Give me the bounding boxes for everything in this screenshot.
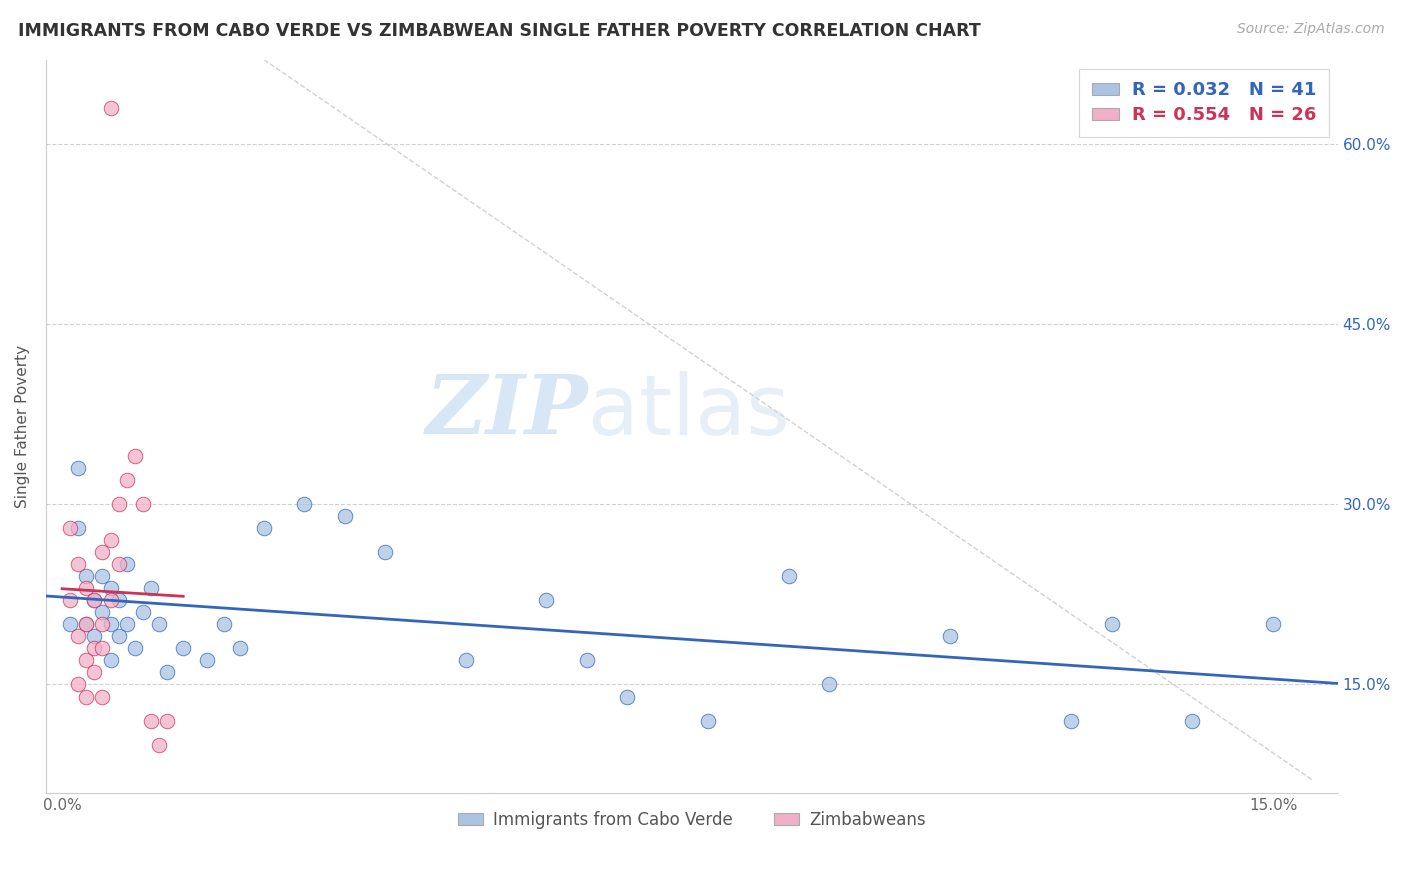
Point [818,677,841,691]
Text: Source: ZipAtlas.com: Source: ZipAtlas.com [1237,22,1385,37]
Point [575,653,598,667]
Point [67,521,90,535]
Point [75,582,97,596]
Text: atlas: atlas [589,371,790,452]
Point [107,558,129,572]
Point [59,617,82,632]
Point [100,582,122,596]
Point [115,558,138,572]
Point [75,569,97,583]
Point [374,545,396,559]
Point [228,641,250,656]
Point [139,714,162,728]
Point [91,690,114,704]
Point [172,641,194,656]
Point [75,617,97,632]
Point [59,521,82,535]
Point [939,629,962,643]
Point [107,629,129,643]
Point [91,545,114,559]
Y-axis label: Single Father Poverty: Single Father Poverty [15,344,30,508]
Point [75,617,97,632]
Point [59,593,82,607]
Point [156,665,179,680]
Point [91,606,114,620]
Point [115,473,138,487]
Point [83,593,105,607]
Point [124,449,146,463]
Point [91,617,114,632]
Point [83,641,105,656]
Point [697,714,720,728]
Point [1261,617,1284,632]
Point [83,629,105,643]
Point [778,569,800,583]
Point [132,606,155,620]
Text: IMMIGRANTS FROM CABO VERDE VS ZIMBABWEAN SINGLE FATHER POVERTY CORRELATION CHART: IMMIGRANTS FROM CABO VERDE VS ZIMBABWEAN… [18,22,981,40]
Point [454,653,477,667]
Point [253,521,276,535]
Point [75,653,97,667]
Point [67,629,90,643]
Point [67,558,90,572]
Point [91,569,114,583]
Point [212,617,235,632]
Point [115,617,138,632]
Point [148,617,170,632]
Point [139,582,162,596]
Point [100,533,122,548]
Point [132,497,155,511]
Text: ZIP: ZIP [426,371,589,451]
Point [333,509,356,524]
Point [91,641,114,656]
Point [148,738,170,752]
Point [100,101,122,115]
Point [100,593,122,607]
Point [100,653,122,667]
Point [156,714,179,728]
Point [100,617,122,632]
Point [292,497,315,511]
Point [197,653,219,667]
Point [107,497,129,511]
Point [67,461,90,475]
Point [75,690,97,704]
Point [1181,714,1204,728]
Point [616,690,638,704]
Point [83,665,105,680]
Point [107,593,129,607]
Legend: Immigrants from Cabo Verde, Zimbabweans: Immigrants from Cabo Verde, Zimbabweans [451,805,932,836]
Point [1101,617,1123,632]
Point [124,641,146,656]
Point [1060,714,1083,728]
Point [67,677,90,691]
Point [83,593,105,607]
Point [536,593,558,607]
